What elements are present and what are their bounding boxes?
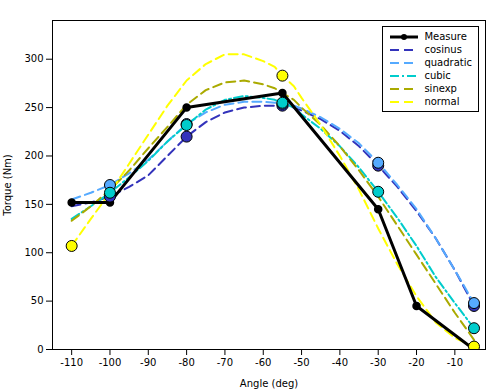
svg-text:-40: -40 <box>332 357 348 368</box>
html-text:quadratic: quadratic <box>424 57 472 68</box>
svg-text:-30: -30 <box>370 357 386 368</box>
svg-text:-110: -110 <box>60 357 83 368</box>
svg-text:200: 200 <box>24 150 43 161</box>
svg-text:-50: -50 <box>293 357 309 368</box>
html-text:sinexp: sinexp <box>424 83 457 94</box>
svg-text:0: 0 <box>37 344 43 355</box>
svg-text:Angle (deg): Angle (deg) <box>240 378 298 389</box>
svg-text:Torque (Nm): Torque (Nm) <box>2 154 13 217</box>
html-text:normal: normal <box>424 96 460 107</box>
html-text:cubic: cubic <box>424 70 451 81</box>
svg-text:50: 50 <box>31 295 44 306</box>
svg-text:250: 250 <box>24 102 43 113</box>
svg-text:-10: -10 <box>447 357 463 368</box>
svg-text:-80: -80 <box>178 357 194 368</box>
svg-text:-20: -20 <box>408 357 424 368</box>
html-text:Measure: Measure <box>424 31 467 42</box>
svg-text:-60: -60 <box>255 357 271 368</box>
svg-text:-70: -70 <box>217 357 233 368</box>
svg-text:100: 100 <box>24 247 43 258</box>
svg-text:300: 300 <box>24 53 43 64</box>
html-text:cosinus: cosinus <box>424 44 462 55</box>
svg-text:150: 150 <box>24 199 43 210</box>
svg-text:-90: -90 <box>140 357 156 368</box>
svg-text:-100: -100 <box>99 357 122 368</box>
